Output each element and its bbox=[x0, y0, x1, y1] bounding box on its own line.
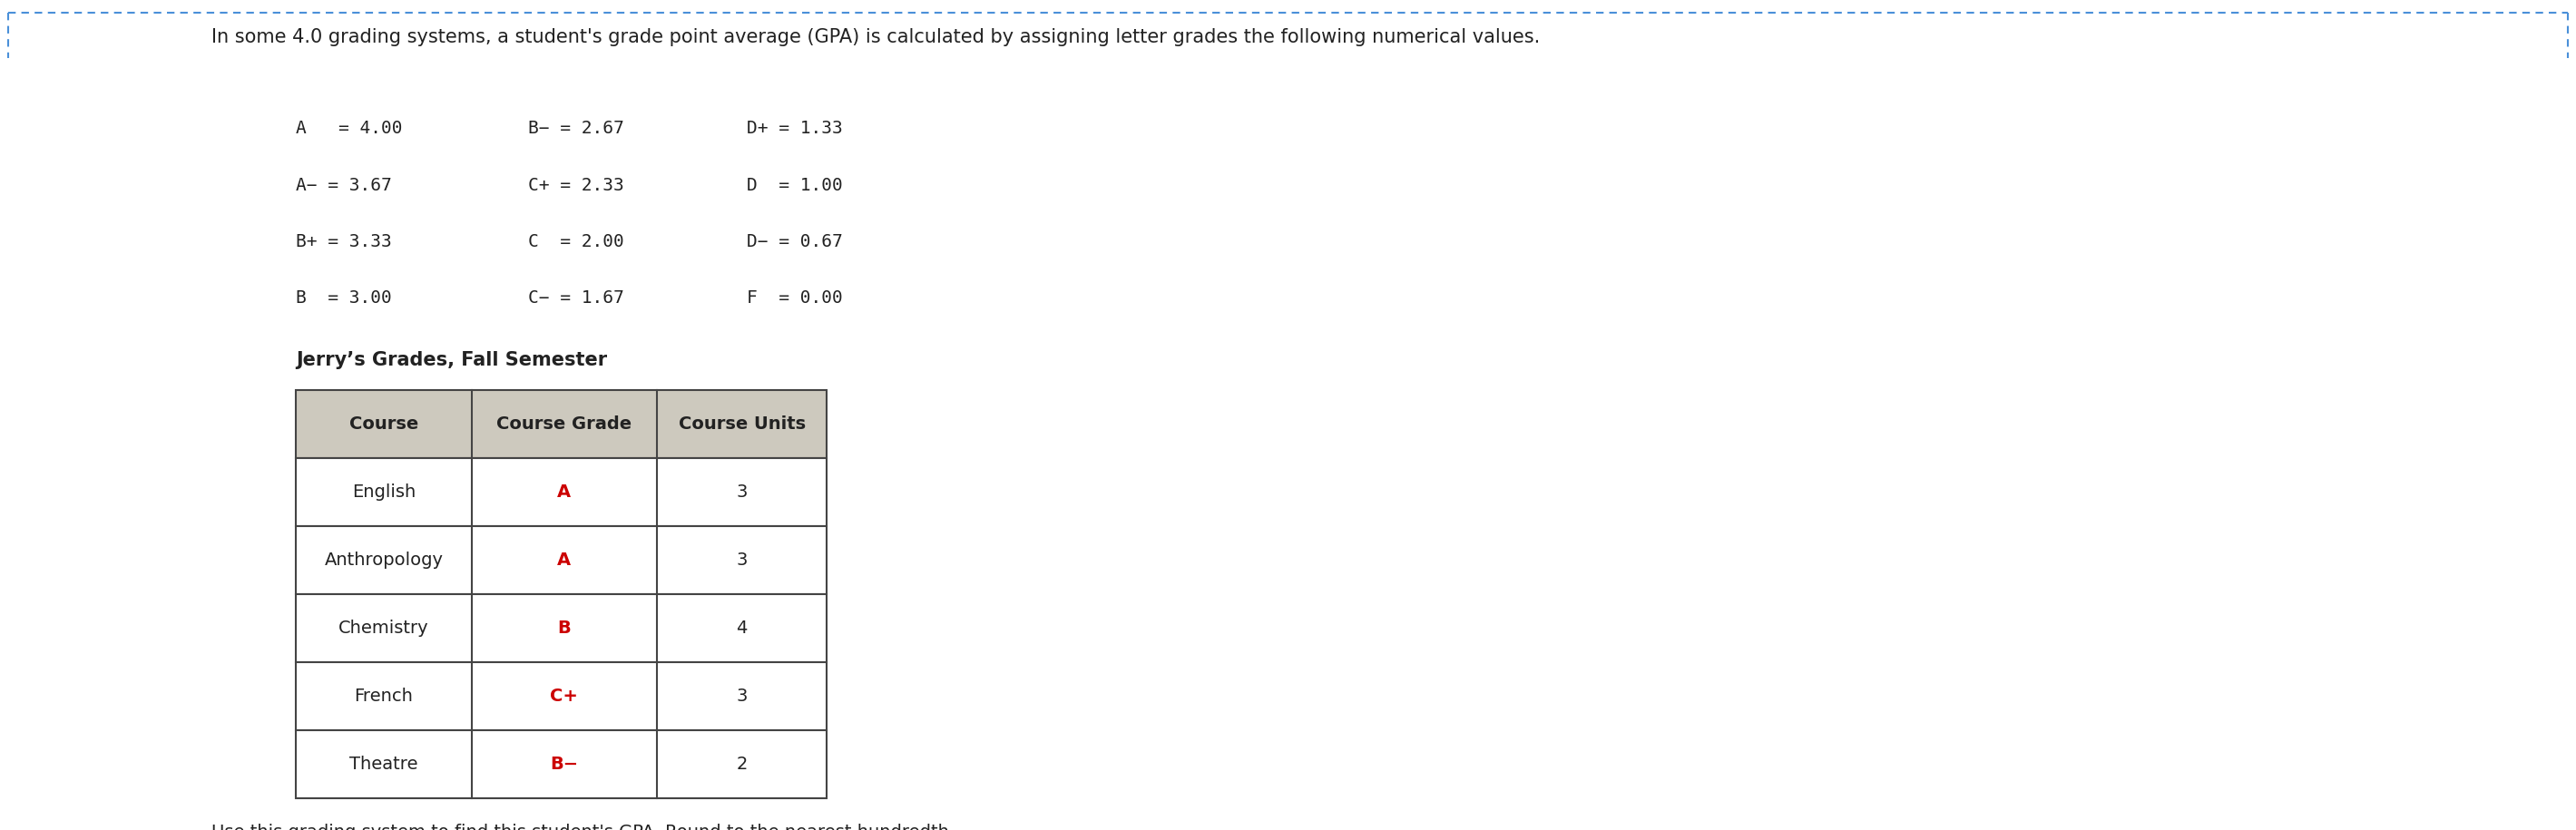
Text: Course: Course bbox=[350, 416, 417, 432]
Text: B  = 3.00: B = 3.00 bbox=[296, 290, 392, 306]
Text: Anthropology: Anthropology bbox=[325, 552, 443, 569]
Text: 4: 4 bbox=[737, 620, 747, 637]
Bar bbox=[296, 526, 827, 594]
Bar bbox=[296, 458, 827, 526]
Text: B− = 2.67: B− = 2.67 bbox=[528, 120, 623, 137]
Text: Course Grade: Course Grade bbox=[497, 416, 631, 432]
Text: In some 4.0 grading systems, a student's grade point average (GPA) is calculated: In some 4.0 grading systems, a student's… bbox=[211, 28, 1540, 46]
Bar bbox=[296, 662, 827, 730]
Text: D  = 1.00: D = 1.00 bbox=[747, 177, 842, 193]
Text: B−: B− bbox=[551, 756, 577, 773]
Text: A: A bbox=[556, 552, 572, 569]
Text: B+ = 3.33: B+ = 3.33 bbox=[296, 233, 392, 250]
Text: English: English bbox=[353, 484, 415, 500]
Text: Chemistry: Chemistry bbox=[337, 620, 430, 637]
Text: F  = 0.00: F = 0.00 bbox=[747, 290, 842, 306]
Text: Theatre: Theatre bbox=[350, 756, 417, 773]
Text: A   = 4.00: A = 4.00 bbox=[296, 120, 402, 137]
Text: Course Units: Course Units bbox=[677, 416, 806, 432]
Text: 3: 3 bbox=[737, 552, 747, 569]
Text: Jerry’s Grades, Fall Semester: Jerry’s Grades, Fall Semester bbox=[296, 351, 608, 369]
Text: D+ = 1.33: D+ = 1.33 bbox=[747, 120, 842, 137]
Bar bbox=[296, 594, 827, 662]
Text: C+: C+ bbox=[551, 688, 577, 705]
Text: B: B bbox=[556, 620, 572, 637]
Text: A: A bbox=[556, 484, 572, 500]
Text: A− = 3.67: A− = 3.67 bbox=[296, 177, 392, 193]
Text: C+ = 2.33: C+ = 2.33 bbox=[528, 177, 623, 193]
Text: C  = 2.00: C = 2.00 bbox=[528, 233, 623, 250]
Text: Use this grading system to find this student's GPA. Round to the nearest hundred: Use this grading system to find this stu… bbox=[211, 823, 956, 830]
Text: D− = 0.67: D− = 0.67 bbox=[747, 233, 842, 250]
Text: French: French bbox=[355, 688, 412, 705]
Bar bbox=[296, 730, 827, 798]
Bar bbox=[296, 390, 827, 458]
Text: 2: 2 bbox=[737, 756, 747, 773]
Text: C− = 1.67: C− = 1.67 bbox=[528, 290, 623, 306]
Text: 3: 3 bbox=[737, 688, 747, 705]
Text: 3: 3 bbox=[737, 484, 747, 500]
